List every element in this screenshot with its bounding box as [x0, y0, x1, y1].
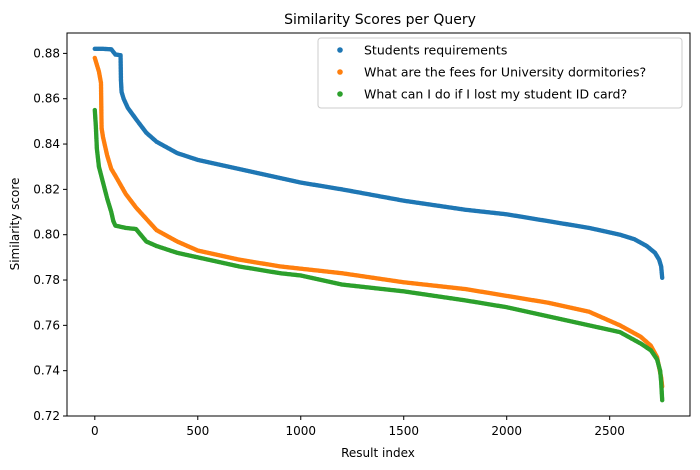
- x-axis-label: Result index: [341, 446, 415, 460]
- legend-label: Students requirements: [364, 43, 507, 58]
- x-tick-label: 1000: [285, 424, 316, 438]
- y-tick-label: 0.78: [33, 273, 60, 287]
- legend-label: What can I do if I lost my student ID ca…: [364, 87, 627, 102]
- legend: Students requirements What are the fees f…: [317, 37, 683, 109]
- x-tick-label: 1500: [388, 424, 419, 438]
- x-tick-label: 500: [186, 424, 209, 438]
- chart-title: Similarity Scores per Query: [284, 12, 476, 28]
- y-tick-label: 0.76: [33, 318, 60, 332]
- y-tick-label: 0.82: [33, 182, 60, 196]
- legend-marker: [337, 91, 343, 97]
- data-point: [659, 275, 665, 280]
- plot-frame: [66, 32, 691, 417]
- y-tick-label: 0.80: [33, 228, 60, 242]
- legend-box: [317, 37, 683, 109]
- plot-area: [66, 32, 691, 417]
- y-tick-label: 0.86: [33, 92, 60, 106]
- x-tick-label: 2000: [491, 424, 522, 438]
- data-points: [92, 46, 665, 403]
- legend-marker: [337, 47, 343, 53]
- y-axis-label: Similarity score: [8, 178, 22, 271]
- y-tick-label: 0.88: [33, 46, 60, 60]
- x-axis-ticks: 0 500 1000 1500 2000 2500: [91, 416, 625, 438]
- y-tick-label: 0.72: [33, 409, 60, 423]
- legend-label: What are the fees for University dormito…: [364, 65, 646, 80]
- y-tick-label: 0.84: [33, 137, 60, 151]
- x-tick-label: 2500: [594, 424, 625, 438]
- series-1-points: [92, 46, 665, 280]
- legend-entries: Students requirements What are the fees f…: [337, 43, 646, 102]
- y-axis-ticks: 0.72 0.74 0.76 0.78 0.80 0.82 0.84 0.86 0.88: [33, 46, 67, 423]
- data-point: [659, 397, 665, 403]
- legend-marker: [337, 69, 343, 75]
- series-3-points: [92, 107, 665, 403]
- x-tick-label: 0: [91, 424, 99, 438]
- y-tick-label: 0.74: [33, 364, 60, 378]
